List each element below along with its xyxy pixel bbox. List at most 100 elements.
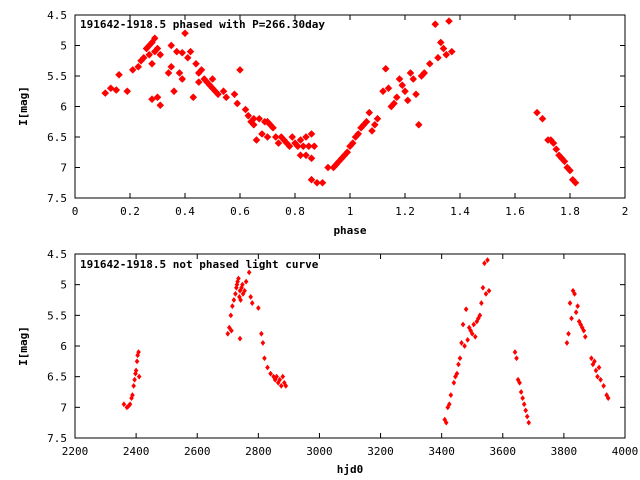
- unphased-x-tick-label: 3400: [428, 445, 455, 458]
- phased-data-point: [156, 101, 164, 110]
- unphased-data-point: [463, 306, 469, 313]
- unphased-data-point: [278, 382, 284, 389]
- phased-data-point: [148, 95, 156, 103]
- phased-y-tick-label: 6: [60, 101, 67, 114]
- phased-x-tick-label: 0.4: [175, 205, 195, 218]
- phased-x-tick-label: 1.2: [395, 205, 415, 218]
- unphased-x-tick-label: 2200: [62, 445, 89, 458]
- phased-data-point: [324, 163, 332, 172]
- phased-data-point: [437, 38, 445, 47]
- unphased-data-point: [283, 382, 289, 389]
- phased-data-point: [230, 90, 239, 99]
- phased-data-point: [189, 93, 197, 102]
- phased-data-point: [123, 87, 131, 96]
- phased-data-point: [170, 87, 178, 96]
- phased-data-point: [181, 29, 189, 38]
- unphased-data-point: [479, 300, 484, 306]
- phased-data-point: [288, 133, 296, 141]
- phased-panel: 0 0.2 0.4 0.6 0.8 1 1.2 1.4 1.6 1.8 2 4.5 5 5.5 6 6.5 7…: [17, 9, 628, 237]
- phased-data-point: [549, 139, 558, 147]
- unphased-data-point: [605, 395, 611, 402]
- unphased-plot-frame: [74, 253, 626, 439]
- unphased-data-point: [237, 335, 243, 342]
- unphased-data-point: [521, 401, 527, 408]
- unphased-data-point: [582, 333, 588, 340]
- phased-x-tick-label: 1: [347, 205, 354, 218]
- phased-data-point: [566, 166, 574, 175]
- unphased-data-point: [256, 305, 261, 311]
- phased-data-point: [305, 142, 313, 150]
- phased-data-point: [129, 66, 137, 74]
- unphased-x-tick-label: 3800: [551, 445, 578, 458]
- phased-data-point: [571, 179, 580, 187]
- phased-x-tick-label: 1.6: [505, 205, 525, 218]
- phased-data-point: [404, 96, 412, 105]
- unphased-data-point: [447, 401, 452, 408]
- unphased-data-point: [238, 297, 243, 303]
- phased-x-tick-label: 1.4: [450, 205, 470, 218]
- unphased-y-axis-label: I[mag]: [17, 326, 30, 366]
- unphased-x-tick-label: 2400: [123, 445, 150, 458]
- unphased-data-point: [225, 330, 231, 337]
- unphased-data-point: [268, 370, 273, 377]
- unphased-data-point: [243, 278, 249, 285]
- phased-data-point: [296, 136, 305, 144]
- phased-data-point: [390, 99, 398, 108]
- unphased-data-point: [595, 373, 600, 380]
- unphased-data-point: [240, 281, 245, 288]
- phased-data-point: [233, 99, 241, 108]
- unphased-data-point: [592, 358, 597, 365]
- unphased-data-point: [512, 349, 518, 356]
- unphased-data-point: [242, 287, 247, 294]
- phased-data-point: [197, 66, 206, 74]
- unphased-data-point: [518, 389, 524, 395]
- phased-data-point: [412, 90, 420, 99]
- phased-data-point: [153, 93, 162, 102]
- phased-data-point: [208, 75, 217, 83]
- phased-data-point: [381, 64, 390, 73]
- phased-data-point: [373, 114, 382, 123]
- phased-data-point: [552, 145, 561, 153]
- unphased-x-tick-label: 3200: [367, 445, 394, 458]
- unphased-data-point: [485, 257, 490, 264]
- unphased-data-point: [523, 407, 528, 414]
- phased-data-point: [299, 142, 307, 150]
- unphased-data-point: [127, 401, 133, 408]
- phased-data-point: [173, 47, 181, 56]
- phased-data-point: [395, 75, 404, 83]
- unphased-chart-title: 191642-1918.5 not phased light curve: [80, 258, 319, 271]
- unphased-data-point: [456, 361, 461, 368]
- phased-data-point: [285, 142, 294, 150]
- unphased-data-point: [581, 327, 587, 334]
- unphased-data-point: [573, 309, 579, 316]
- unphased-data-point: [601, 382, 606, 389]
- unphased-data-point: [133, 367, 139, 374]
- phased-data-point: [192, 60, 200, 68]
- phased-data-point: [250, 114, 258, 123]
- unphased-data-point: [451, 379, 457, 386]
- unphased-data-point: [482, 260, 487, 267]
- phased-y-axis-label: I[mag]: [17, 86, 30, 126]
- phased-data-point: [140, 53, 148, 62]
- phased-data-point: [184, 53, 192, 62]
- phased-data-point: [379, 87, 387, 96]
- phased-data-point: [401, 87, 409, 96]
- phased-data-point: [409, 75, 417, 83]
- unphased-data-point: [596, 364, 602, 371]
- unphased-data-point: [471, 321, 477, 328]
- phased-data-point: [252, 136, 261, 144]
- phased-y-tick-label: 5: [60, 40, 67, 53]
- unphased-y-tick-label: 5: [60, 279, 67, 292]
- phased-y-tick-label: 6.5: [47, 131, 67, 144]
- phased-data-point: [255, 114, 263, 123]
- unphased-data-point: [569, 315, 574, 322]
- phased-data-point: [164, 69, 173, 77]
- unphased-data-point: [277, 376, 283, 383]
- phased-data-point: [241, 105, 250, 114]
- unphased-data-point: [567, 300, 573, 306]
- unphased-data-point: [480, 284, 486, 291]
- phased-y-tick-label: 4.5: [47, 9, 67, 22]
- unphased-data-point: [462, 343, 467, 349]
- phased-y-tick-label: 5.5: [47, 70, 67, 83]
- phased-data-point: [538, 114, 547, 123]
